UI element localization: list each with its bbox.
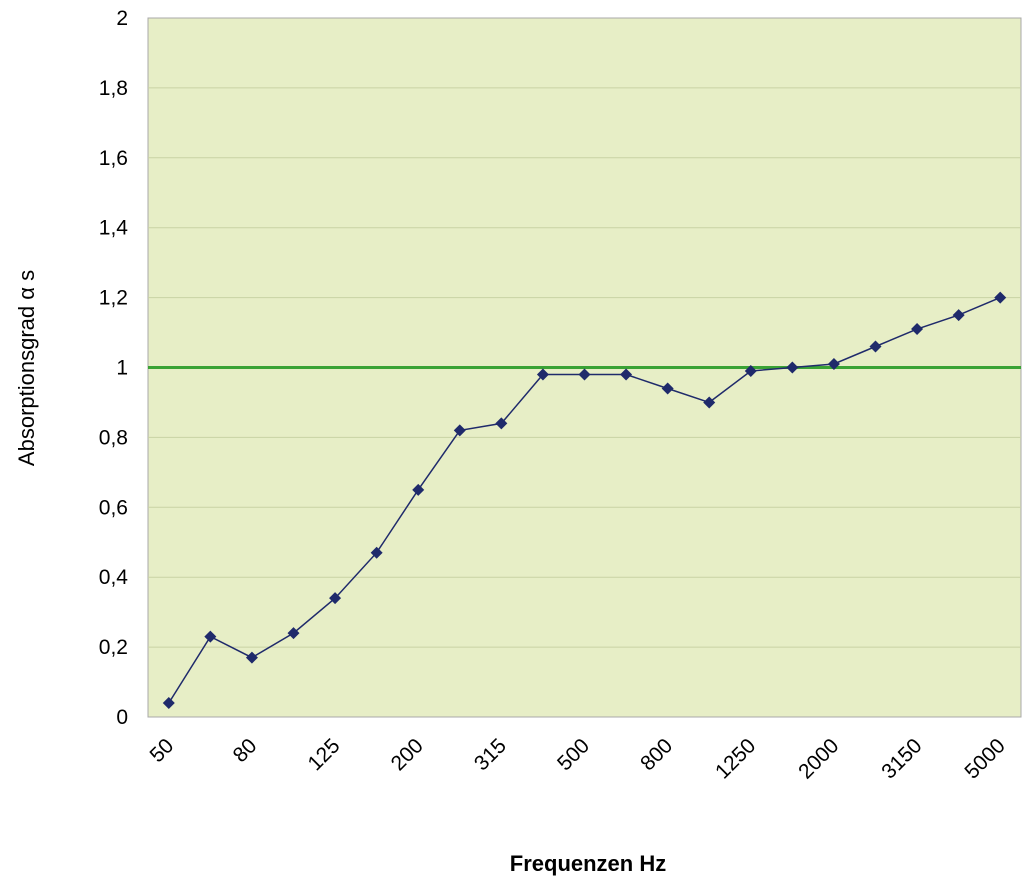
y-axis-ticks: 0 0,2 0,4 0,6 0,8 1 1,2 1,4 1,6 1,8 2: [99, 7, 129, 729]
x-tick-label: 500: [553, 734, 594, 775]
y-axis-title: Absorptionsgrad α s: [14, 270, 39, 466]
data-point-marker: [412, 483, 425, 496]
y-tick-label: 0,2: [99, 636, 128, 659]
data-point-marker: [661, 382, 674, 395]
data-point-marker: [287, 627, 300, 640]
data-point-marker: [536, 368, 549, 381]
data-point-marker: [620, 368, 633, 381]
y-tick-label: 0,4: [99, 566, 129, 589]
y-tick-label: 1,8: [99, 77, 128, 100]
gridlines: [148, 87, 1021, 648]
data-point-marker: [204, 630, 217, 643]
x-tick-label: 800: [636, 734, 677, 775]
y-tick-label: 2: [116, 7, 128, 30]
data-point-marker: [703, 396, 716, 409]
data-point-marker: [994, 291, 1007, 304]
data-point-marker: [911, 323, 924, 336]
x-axis-title: Frequenzen Hz: [510, 851, 666, 876]
data-point-marker: [869, 340, 882, 353]
data-point-marker: [245, 651, 258, 664]
x-tick-label: 80: [229, 734, 262, 767]
data-point-marker: [495, 417, 508, 430]
x-tick-label: 1250: [711, 734, 760, 783]
data-point-marker: [786, 361, 799, 374]
data-point-marker: [329, 592, 342, 605]
y-tick-label: 1,6: [99, 147, 128, 170]
x-axis-ticks: 50 80 125 200 315 500 800 1250 2000 3150 5000: [146, 734, 1010, 783]
x-tick-label: 125: [304, 734, 345, 775]
x-tick-label: 3150: [877, 734, 926, 783]
data-point-marker: [162, 697, 175, 710]
series-markers: [162, 291, 1007, 710]
data-point-marker: [453, 424, 466, 437]
y-tick-label: 0,8: [99, 426, 128, 449]
data-point-marker: [370, 546, 383, 559]
data-point-marker: [952, 309, 965, 322]
x-tick-label: 200: [387, 734, 428, 775]
y-tick-label: 0,6: [99, 496, 128, 519]
data-point-marker: [578, 368, 591, 381]
y-tick-label: 0: [116, 706, 128, 729]
data-point-marker: [827, 358, 840, 371]
x-tick-label: 2000: [794, 734, 843, 783]
y-tick-label: 1: [116, 357, 128, 380]
x-tick-label: 315: [470, 734, 511, 775]
y-tick-label: 1,2: [99, 287, 128, 310]
data-point-marker: [744, 364, 757, 377]
x-tick-label: 50: [146, 734, 179, 767]
x-tick-label: 5000: [960, 734, 1009, 783]
y-tick-label: 1,4: [99, 217, 129, 240]
